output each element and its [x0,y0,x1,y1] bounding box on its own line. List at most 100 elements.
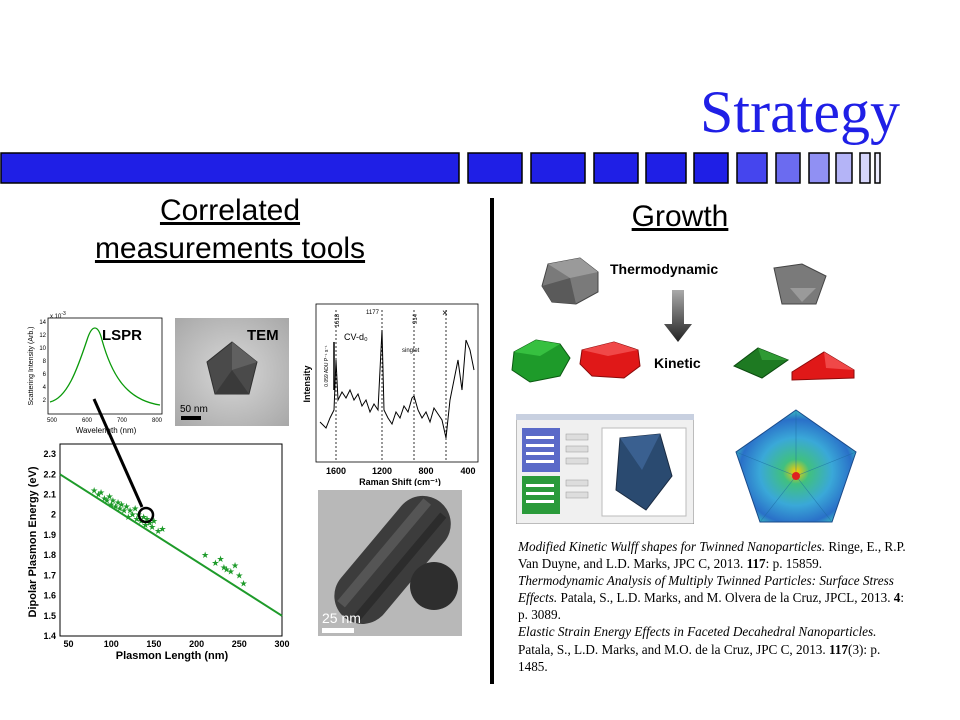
bar-segment [0,152,460,184]
references-list: Modified Kinetic Wulff shapes for Twinne… [518,538,913,675]
lspr-ylabel: Scattering Intensity (Arb.) [28,327,35,406]
lspr-xlabel: Wavelength (nm) [76,426,137,435]
lspr-scale-label: x 10-3 [50,311,66,320]
reference-item: Thermodynamic Analysis of Multiply Twinn… [518,573,905,623]
raman-scale-label: 0.059 ADU P⁻¹ s⁻¹ [324,345,330,387]
lspr-curve [49,327,161,406]
growth-arrow-icon [664,290,692,342]
lspr-label: LSPR [102,327,142,344]
tem-rod-image: 25 nm [318,490,462,636]
scatter-plot-area [59,443,283,637]
pointer-circle [137,506,155,524]
scatter-point: ★ [114,499,122,509]
raman-xlabel: Raman Shift (cm⁻¹) [359,477,441,486]
raman-xtick: 800 [418,466,433,476]
right-column-heading: Growth [631,200,729,233]
lspr-xtick: 800 [152,418,163,424]
scatter-point: ★ [97,489,105,499]
raman-ylabel: Intensity [302,365,312,402]
scatter-ytick: 1.6 [43,591,56,601]
scatter-point: ★ [222,565,230,575]
thermodynamic-label: Thermodynamic [610,261,718,277]
scatter-point: ★ [116,505,124,515]
column-divider [490,198,494,684]
lspr-ytick: 14 [39,320,46,326]
raman-xtick: 400 [460,466,475,476]
scatter-ytick: 1.9 [43,530,56,540]
lspr-ytick: 2 [43,398,47,404]
left-column-heading: Correlated measurements tools [60,192,400,268]
tem-scale-label: 50 nm [180,404,208,415]
tem-label: TEM [247,327,279,344]
scatter-point: ★ [133,515,141,525]
scatter-point: ★ [126,507,134,517]
reference-item: Modified Kinetic Wulff shapes for Twinne… [518,539,906,572]
raman-curve [319,329,475,439]
scatter-ylabel: Dipolar Plasmon Energy (eV) [27,466,39,617]
scatter-xtick: 150 [146,639,161,649]
scatter-point: ★ [148,523,156,533]
scatter-point: ★ [124,513,132,523]
scatter-point: ★ [231,561,239,571]
fit-line [59,473,283,617]
slide-title: Strategy [700,79,900,145]
reference-item: Elastic Strain Energy Effects in Faceted… [518,624,881,674]
strain-energy-pentagon [735,409,857,523]
scatter-point: ★ [150,517,158,527]
bar-segment [835,152,853,184]
bar-segment [775,152,801,184]
scatter-ytick: 1.4 [43,631,56,641]
growth-shapes-diagram: Thermodynamic Kinetic [511,257,855,383]
left-heading-line2: measurements tools [94,232,366,265]
pointer-line [92,398,144,508]
scatter-point: ★ [100,495,108,505]
correlation-pointer [92,398,155,524]
scatter-point: ★ [123,503,131,513]
raman-peak-label: 1177 [366,310,380,316]
bar-segment [693,152,729,184]
title-decoration-bar [0,152,881,184]
raman-peak-label: 1618 [335,313,341,327]
lspr-xtick: 600 [82,418,93,424]
raman-xtick: 1600 [326,466,346,476]
scatter-xtick: 250 [232,639,247,649]
scatter-point: ★ [141,521,149,531]
scatter-point: ★ [240,579,248,589]
scatter-point: ★ [109,497,117,507]
raman-spectrum-figure: 0.059 ADU P⁻¹ s⁻¹ 1618 1177 914 × CV-d₀ … [300,300,482,486]
scatter-point: ★ [143,515,151,525]
bar-segment [808,152,830,184]
bar-segment [645,152,687,184]
lspr-ytick: 8 [43,359,47,365]
lspr-xtick: 700 [117,418,128,424]
scatter-point: ★ [94,491,102,501]
bar-segment [736,152,768,184]
scatter-xlabel: Plasmon Length (nm) [116,650,229,662]
scatter-point: ★ [90,486,98,496]
kinetic-pyramid-red [791,351,855,381]
scatter-point: ★ [220,563,228,573]
kinetic-particle-red [579,341,641,379]
scatter-ytick: 2.2 [43,469,56,479]
scatter-xtick: 100 [104,639,119,649]
raman-peak-label: 914 [413,313,419,324]
thermodynamic-particle-left [541,257,599,305]
raman-cv-label: CV-d₀ [344,332,368,342]
lspr-xtick: 500 [47,418,58,424]
thermodynamic-particle-right [773,263,827,305]
kinetic-particle-green [511,339,571,383]
nanorod-particle [334,495,451,624]
scatter-xtick: 50 [64,639,74,649]
scatter-point: ★ [131,505,139,515]
scatter-xtick: 300 [274,639,289,649]
rod-scale-bar [322,628,354,633]
bar-segment [859,152,871,184]
plasmon-scatter-chart: ★★★★★★★★★★★★★★★★★★★★★★★★★★★★★★★★★★★★★★ 1… [22,438,298,664]
scatter-point: ★ [211,559,219,569]
scatter-ytick: 2.1 [43,490,56,500]
scatter-point: ★ [146,519,154,529]
scatter-point: ★ [201,551,209,561]
raman-singlet-label: singlet [402,348,420,354]
scatter-point: ★ [137,517,145,527]
scatter-ytick: 1.8 [43,550,56,560]
